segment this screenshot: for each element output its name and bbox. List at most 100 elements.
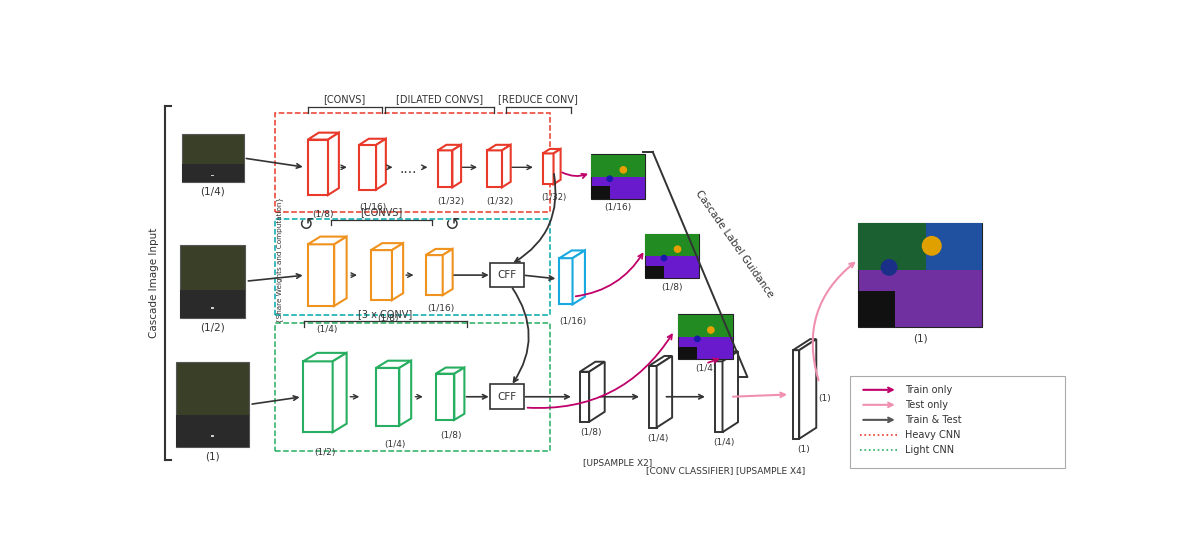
Polygon shape <box>542 153 553 184</box>
Polygon shape <box>589 362 604 422</box>
Polygon shape <box>375 368 399 426</box>
Text: CFF: CFF <box>497 392 516 402</box>
Polygon shape <box>436 374 454 420</box>
FancyBboxPatch shape <box>180 245 246 318</box>
Text: Heavy CNN: Heavy CNN <box>906 430 961 440</box>
Text: [CONV CLASSIFIER]: [CONV CLASSIFIER] <box>646 466 733 475</box>
Text: {Share Weights and Computation}: {Share Weights and Computation} <box>275 197 283 323</box>
Polygon shape <box>553 149 560 184</box>
FancyBboxPatch shape <box>490 384 524 409</box>
Polygon shape <box>648 366 657 428</box>
Polygon shape <box>657 356 672 428</box>
FancyBboxPatch shape <box>175 362 249 447</box>
Text: (1/16): (1/16) <box>604 203 632 212</box>
Polygon shape <box>488 145 510 150</box>
Text: [DILATED CONVS]: [DILATED CONVS] <box>396 94 483 104</box>
Polygon shape <box>308 139 328 195</box>
Text: (1): (1) <box>205 451 219 461</box>
FancyBboxPatch shape <box>211 435 215 437</box>
Text: (1/8): (1/8) <box>581 428 602 437</box>
Text: Train & Test: Train & Test <box>906 415 962 425</box>
Circle shape <box>923 236 940 255</box>
Text: [CONVS]: [CONVS] <box>360 207 403 217</box>
Polygon shape <box>426 255 442 295</box>
Text: (1/16): (1/16) <box>559 317 586 326</box>
Text: (1/4): (1/4) <box>384 440 405 449</box>
FancyBboxPatch shape <box>181 134 243 182</box>
FancyBboxPatch shape <box>850 376 1064 468</box>
Polygon shape <box>722 351 738 432</box>
Polygon shape <box>559 258 572 304</box>
Text: (1): (1) <box>913 333 927 343</box>
Polygon shape <box>375 361 411 368</box>
Polygon shape <box>572 250 585 304</box>
Polygon shape <box>371 250 392 300</box>
Polygon shape <box>399 361 411 426</box>
Polygon shape <box>579 362 604 372</box>
Text: (1/32): (1/32) <box>437 197 464 206</box>
Polygon shape <box>793 350 799 438</box>
Text: (1/8): (1/8) <box>377 314 398 323</box>
FancyBboxPatch shape <box>591 154 645 199</box>
Polygon shape <box>359 139 386 145</box>
Text: (1/4): (1/4) <box>200 186 225 197</box>
FancyBboxPatch shape <box>591 186 610 199</box>
FancyBboxPatch shape <box>180 290 246 318</box>
Polygon shape <box>303 361 333 432</box>
FancyBboxPatch shape <box>858 291 895 327</box>
Text: (1/16): (1/16) <box>427 304 454 314</box>
Polygon shape <box>579 372 589 422</box>
Text: [3 x CONV]: [3 x CONV] <box>359 309 412 319</box>
FancyBboxPatch shape <box>678 314 733 359</box>
Polygon shape <box>542 149 560 153</box>
FancyBboxPatch shape <box>181 164 243 182</box>
Polygon shape <box>442 249 453 295</box>
Polygon shape <box>453 145 461 187</box>
Text: (1): (1) <box>818 394 831 403</box>
FancyBboxPatch shape <box>211 307 215 310</box>
Polygon shape <box>437 150 453 187</box>
Polygon shape <box>793 339 817 350</box>
Text: (1/2): (1/2) <box>200 323 225 333</box>
Text: [REDUCE CONV]: [REDUCE CONV] <box>498 94 578 104</box>
Polygon shape <box>375 139 386 190</box>
Polygon shape <box>426 249 453 255</box>
Polygon shape <box>488 150 502 187</box>
Polygon shape <box>308 236 347 244</box>
FancyBboxPatch shape <box>591 155 645 176</box>
Circle shape <box>607 176 613 181</box>
Polygon shape <box>308 244 334 306</box>
Polygon shape <box>308 133 339 139</box>
Text: (1/32): (1/32) <box>486 197 514 206</box>
Text: Cascade Image Input: Cascade Image Input <box>149 227 160 338</box>
Polygon shape <box>648 356 672 366</box>
Text: [UPSAMPLE X2]: [UPSAMPLE X2] <box>583 458 652 468</box>
Polygon shape <box>715 351 738 361</box>
Polygon shape <box>333 353 347 432</box>
Text: (1/4): (1/4) <box>713 438 734 447</box>
Text: Cascade Label Guidance: Cascade Label Guidance <box>694 189 775 300</box>
Text: ↺: ↺ <box>298 216 313 234</box>
Text: (1/4): (1/4) <box>317 325 339 334</box>
Polygon shape <box>454 367 465 420</box>
Polygon shape <box>303 353 347 361</box>
Text: [CONVS]: [CONVS] <box>323 94 366 104</box>
Polygon shape <box>436 367 465 374</box>
Polygon shape <box>359 145 375 190</box>
Circle shape <box>695 336 700 342</box>
Polygon shape <box>799 339 817 438</box>
FancyBboxPatch shape <box>645 234 700 278</box>
Text: CFF: CFF <box>497 270 516 280</box>
Text: ↺: ↺ <box>443 216 459 234</box>
Text: (1/4): (1/4) <box>695 363 716 372</box>
FancyBboxPatch shape <box>490 263 524 287</box>
FancyBboxPatch shape <box>858 223 926 270</box>
FancyBboxPatch shape <box>175 414 249 447</box>
Text: [UPSAMPLE X4]: [UPSAMPLE X4] <box>735 466 805 475</box>
Polygon shape <box>502 145 510 187</box>
FancyBboxPatch shape <box>678 347 697 359</box>
Polygon shape <box>437 145 461 150</box>
Text: (1/8): (1/8) <box>312 211 334 220</box>
Text: (1/8): (1/8) <box>662 283 683 292</box>
Circle shape <box>620 167 627 173</box>
